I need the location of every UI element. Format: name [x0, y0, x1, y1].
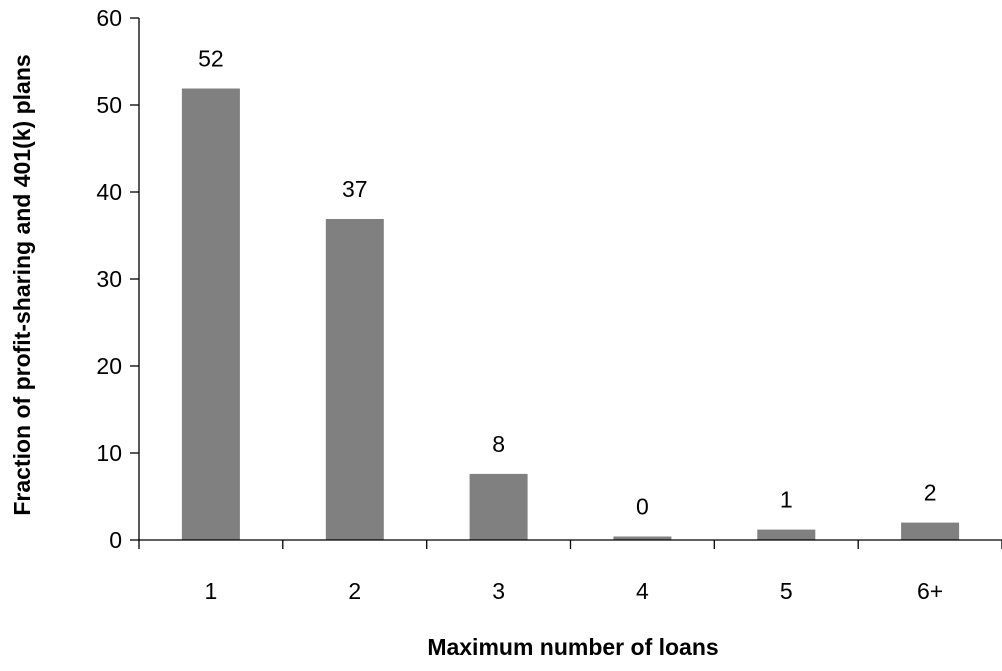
bar-6+ — [901, 522, 960, 540]
bar-4 — [613, 536, 672, 540]
y-tick-label-0: 0 — [109, 527, 122, 553]
x-tick-label-2: 2 — [348, 578, 361, 604]
bar-1 — [181, 88, 240, 540]
data-label-1: 52 — [198, 46, 224, 72]
axes — [130, 17, 1002, 549]
x-tick-label-6+: 6+ — [917, 578, 943, 604]
y-tick-label-10: 10 — [96, 440, 122, 466]
y-tick-label-20: 20 — [96, 353, 122, 379]
bar-5 — [757, 529, 816, 540]
y-tick-label-60: 60 — [96, 5, 122, 31]
bars — [181, 88, 960, 540]
data-label-4: 0 — [636, 494, 649, 520]
y-axis-title: Fraction of profit-sharing and 401(k) pl… — [9, 54, 35, 515]
data-label-3: 8 — [492, 431, 505, 457]
data-label-6+: 2 — [924, 480, 937, 506]
x-tick-label-1: 1 — [205, 578, 218, 604]
data-label-5: 1 — [780, 487, 793, 513]
data-label-2: 37 — [342, 176, 368, 202]
x-tick-label-5: 5 — [780, 578, 793, 604]
y-tick-label-30: 30 — [96, 266, 122, 292]
y-tick-label-40: 40 — [96, 179, 122, 205]
bar-3 — [469, 473, 528, 540]
x-tick-label-4: 4 — [636, 578, 649, 604]
y-tick-label-50: 50 — [96, 92, 122, 118]
x-axis-title: Maximum number of loans — [427, 634, 718, 660]
bar-2 — [325, 219, 384, 540]
x-tick-label-3: 3 — [492, 578, 505, 604]
